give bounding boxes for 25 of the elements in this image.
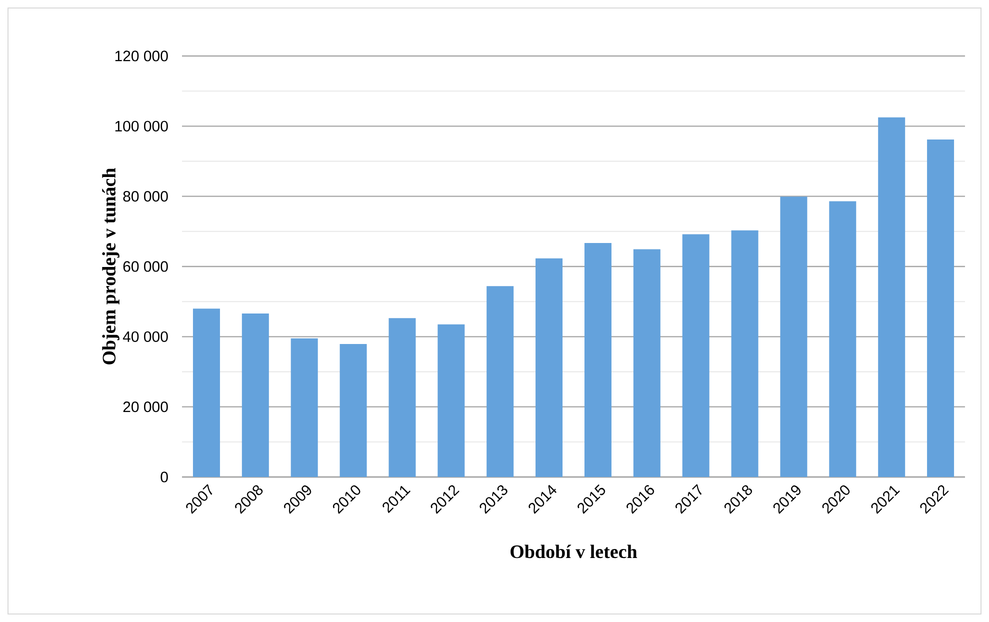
- bar: [927, 139, 954, 477]
- bar: [584, 242, 612, 477]
- y-tick-label: 80 000: [123, 191, 168, 202]
- y-tick-label: 20 000: [123, 402, 168, 412]
- bar: [192, 308, 220, 477]
- bar: [780, 196, 808, 477]
- bar: [633, 249, 660, 477]
- bar: [536, 258, 563, 477]
- bar: [438, 324, 465, 477]
- x-axis-title: Období v letech: [510, 544, 638, 558]
- bar: [388, 318, 416, 477]
- y-tick-label: 40 000: [122, 331, 168, 342]
- bar: [682, 234, 710, 477]
- bar: [878, 117, 906, 477]
- bar: [829, 201, 856, 477]
- y-tick-label: 60 000: [123, 261, 168, 272]
- y-tick-label: 0: [160, 472, 168, 482]
- bar: [290, 338, 318, 477]
- y-tick-label: 100 000: [115, 120, 168, 132]
- y-tick-label: 120 000: [115, 50, 168, 62]
- bar: [731, 230, 758, 477]
- bar: [340, 344, 367, 477]
- y-axis-title: Objem prodeje v tunách: [102, 168, 120, 364]
- bar: [242, 314, 269, 477]
- bar: [486, 286, 514, 477]
